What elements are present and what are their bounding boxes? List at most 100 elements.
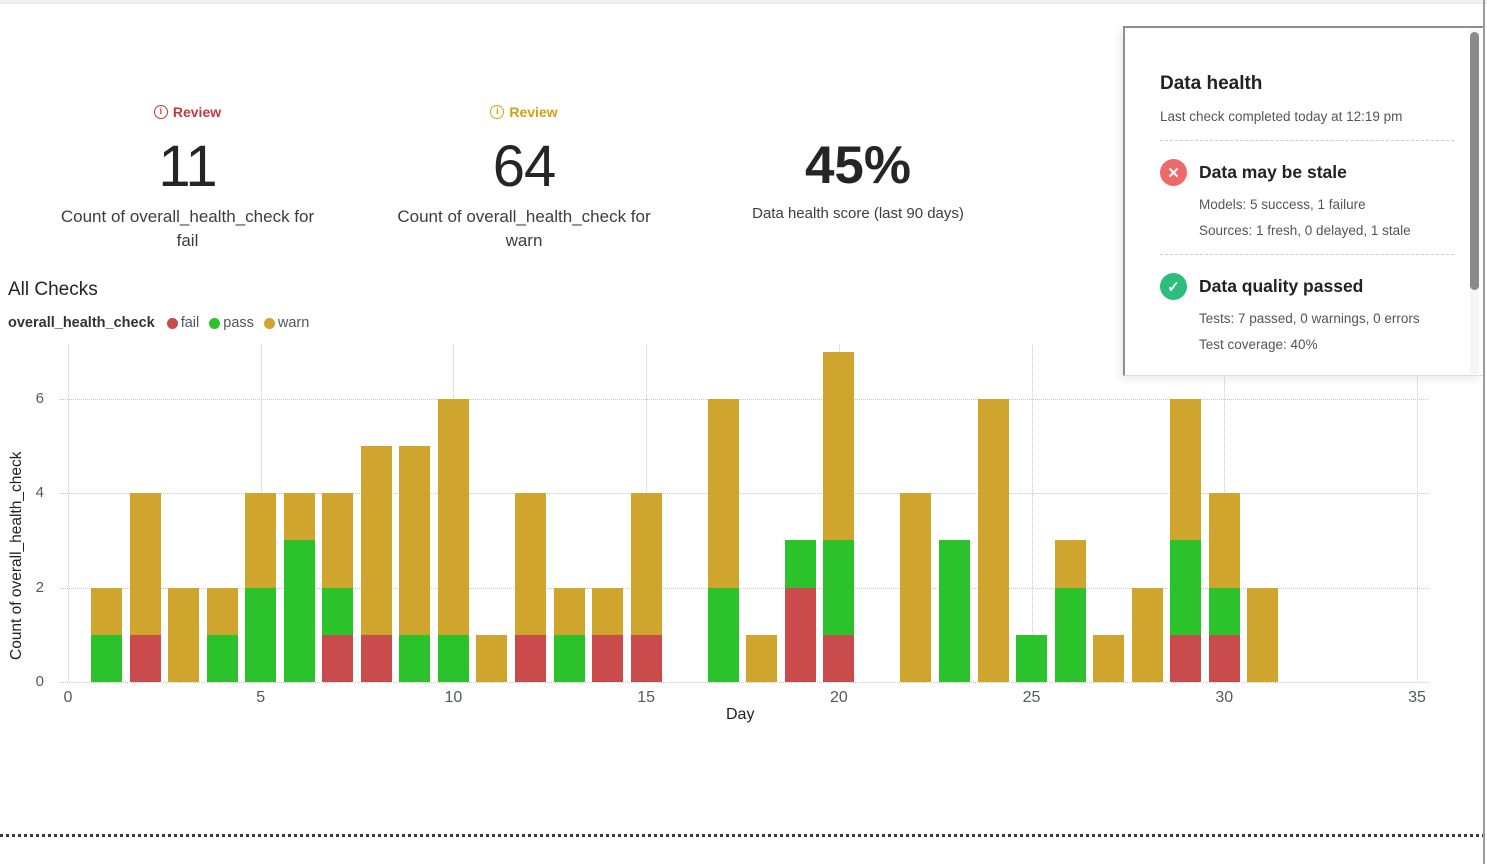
review-badge-fail[interactable]: i Review bbox=[153, 102, 222, 122]
bar-day26-warn[interactable] bbox=[1054, 540, 1086, 588]
gridline-y-2 bbox=[60, 587, 1428, 589]
health-item-quality: ✓ Data quality passed Tests: 7 passed, 0… bbox=[1160, 273, 1454, 352]
bar-day23-pass[interactable] bbox=[938, 540, 970, 682]
panel-subtitle: Last check completed today at 12:19 pm bbox=[1160, 109, 1403, 124]
bar-day12-warn[interactable] bbox=[515, 493, 546, 635]
bar-day30-pass[interactable] bbox=[1208, 587, 1240, 635]
bar-day4-warn[interactable] bbox=[206, 587, 238, 635]
review-badge-warn[interactable]: i Review bbox=[490, 102, 558, 122]
bar-day20-fail[interactable] bbox=[823, 634, 855, 682]
bar-day5-warn[interactable] bbox=[245, 493, 277, 588]
legend-item-pass[interactable]: pass bbox=[209, 315, 254, 331]
bar-day19-pass[interactable] bbox=[784, 540, 816, 588]
bar-day6-pass[interactable] bbox=[283, 540, 315, 682]
bar-day5-pass[interactable] bbox=[245, 587, 277, 682]
bar-day13-warn[interactable] bbox=[553, 587, 585, 635]
bar-day15-fail[interactable] bbox=[630, 634, 662, 682]
bar-day29-warn[interactable] bbox=[1170, 398, 1202, 541]
warn-color-dot bbox=[263, 317, 275, 329]
divider bbox=[1160, 254, 1454, 255]
bar-day14-warn[interactable] bbox=[592, 587, 624, 635]
bar-day19-fail[interactable] bbox=[784, 587, 816, 682]
health-item-line: Models: 5 success, 1 failure bbox=[1199, 197, 1366, 212]
bar-day29-fail[interactable] bbox=[1170, 634, 1202, 682]
bar-day22-warn[interactable] bbox=[900, 493, 932, 682]
kpi-health-score: 45% Data health score (last 90 days) bbox=[733, 101, 983, 226]
bar-day28-warn[interactable] bbox=[1131, 587, 1163, 682]
bar-day25-pass[interactable] bbox=[1016, 634, 1048, 682]
top-strip bbox=[0, 0, 1487, 4]
kpi-warn-caption: Count of overall_health_check for warn bbox=[397, 206, 651, 250]
x-tick-label: 20 bbox=[829, 689, 848, 706]
health-item-line: Sources: 1 fresh, 0 delayed, 1 stale bbox=[1199, 223, 1411, 238]
x-circle-icon: ✕ bbox=[1160, 159, 1187, 186]
health-item-title: Data quality passed bbox=[1199, 276, 1364, 296]
gridline-x-0 bbox=[68, 345, 69, 682]
kpi-score-value: 45% bbox=[804, 136, 912, 195]
bar-day6-warn[interactable] bbox=[283, 493, 315, 541]
kpi-warn-value: 64 bbox=[492, 133, 557, 199]
bottom-dotted-divider bbox=[0, 834, 1484, 837]
bar-day20-pass[interactable] bbox=[823, 540, 855, 635]
bar-day7-pass[interactable] bbox=[322, 587, 354, 635]
check-circle-icon: ✓ bbox=[1160, 273, 1187, 300]
x-tick-label: 5 bbox=[256, 689, 266, 706]
panel-title: Data health bbox=[1160, 73, 1263, 94]
kpi-score-caption: Data health score (last 90 days) bbox=[752, 205, 964, 222]
bar-day1-warn[interactable] bbox=[91, 587, 123, 635]
bar-day12-fail[interactable] bbox=[515, 634, 546, 682]
kpi-warn-count: i Review 64 Count of overall_health_chec… bbox=[378, 101, 670, 253]
bar-day7-warn[interactable] bbox=[322, 493, 354, 588]
bar-day17-pass[interactable] bbox=[707, 587, 739, 682]
bar-day30-warn[interactable] bbox=[1208, 493, 1240, 588]
bar-day30-fail[interactable] bbox=[1208, 634, 1240, 682]
review-badge-label: Review bbox=[172, 103, 222, 120]
data-health-panel: Data health Last check completed today a… bbox=[1123, 26, 1484, 376]
bar-day10-warn[interactable] bbox=[437, 398, 469, 635]
bar-day29-pass[interactable] bbox=[1170, 540, 1202, 635]
panel-scrollbar-thumb[interactable] bbox=[1470, 32, 1479, 290]
bar-day2-warn[interactable] bbox=[129, 493, 161, 635]
bar-day9-warn[interactable] bbox=[399, 446, 431, 635]
y-tick-label: 0 bbox=[35, 673, 44, 690]
legend-item-warn[interactable]: warn bbox=[263, 315, 309, 331]
gridline-x-25 bbox=[1031, 345, 1033, 682]
health-item-line: Test coverage: 40% bbox=[1199, 337, 1318, 352]
bar-day8-warn[interactable] bbox=[360, 446, 392, 635]
bar-day4-pass[interactable] bbox=[206, 634, 238, 682]
kpi-fail-count: i Review 11 Count of overall_health_chec… bbox=[55, 101, 320, 253]
bar-day9-pass[interactable] bbox=[399, 634, 431, 682]
gridline-y-4 bbox=[60, 493, 1428, 495]
y-tick-label: 6 bbox=[35, 389, 44, 407]
health-item-title: Data may be stale bbox=[1199, 162, 1347, 182]
y-tick-label: 4 bbox=[35, 484, 44, 502]
bar-day26-pass[interactable] bbox=[1054, 587, 1086, 682]
right-edge-line bbox=[1483, 0, 1485, 864]
legend-item-fail[interactable]: fail bbox=[166, 315, 200, 331]
bar-day18-warn[interactable] bbox=[746, 634, 778, 682]
bar-day27-warn[interactable] bbox=[1093, 634, 1125, 682]
x-tick-label: 30 bbox=[1215, 689, 1234, 706]
bar-day15-warn[interactable] bbox=[630, 493, 662, 635]
bar-day1-pass[interactable] bbox=[91, 634, 123, 682]
legend-label: fail bbox=[180, 315, 200, 331]
pass-color-dot bbox=[209, 317, 221, 329]
info-icon: i bbox=[490, 104, 505, 119]
bar-day14-fail[interactable] bbox=[592, 634, 624, 682]
bar-day17-warn[interactable] bbox=[707, 398, 739, 588]
divider bbox=[1160, 140, 1454, 141]
bar-day7-fail[interactable] bbox=[322, 634, 354, 682]
bar-day3-warn[interactable] bbox=[168, 587, 200, 682]
bar-day31-warn[interactable] bbox=[1247, 587, 1279, 682]
bar-day8-fail[interactable] bbox=[360, 634, 392, 682]
gridline-y-0 bbox=[60, 682, 1428, 683]
bar-day10-pass[interactable] bbox=[437, 634, 469, 682]
bar-day24-warn[interactable] bbox=[977, 398, 1009, 682]
bar-day2-fail[interactable] bbox=[129, 634, 161, 682]
bar-day11-warn[interactable] bbox=[476, 634, 508, 682]
bar-day13-pass[interactable] bbox=[553, 634, 585, 682]
bar-day20-warn[interactable] bbox=[823, 351, 855, 541]
health-item-line: Tests: 7 passed, 0 warnings, 0 errors bbox=[1199, 311, 1420, 326]
kpi-fail-caption: Count of overall_health_check for fail bbox=[60, 206, 315, 250]
